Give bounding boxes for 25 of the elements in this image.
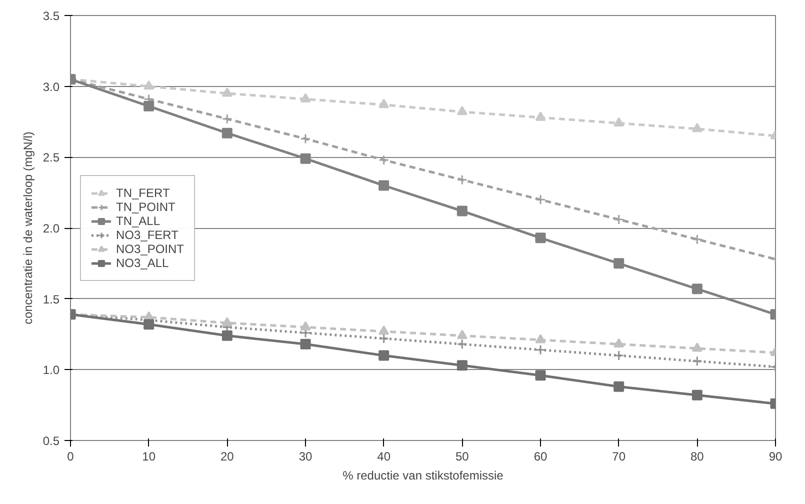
y-tick-label: 1.5 [42, 292, 60, 306]
x-tick-label: 0 [67, 450, 74, 464]
y-tick-label: 2.5 [42, 150, 60, 165]
x-tick-label: 80 [690, 450, 704, 464]
x-tick-label: 30 [298, 450, 312, 464]
y-tick-label: 2.0 [42, 222, 60, 236]
x-tick-label: 70 [612, 450, 626, 464]
legend-label: TN_POINT [116, 200, 176, 214]
y-axis-title: concentratie in de waterloop (mgN/l) [20, 132, 35, 324]
legend-label: NO3_POINT [116, 242, 184, 256]
legend-label: NO3_ALL [116, 256, 169, 270]
x-tick-label: 40 [377, 450, 391, 464]
x-tick-label: 20 [220, 450, 234, 464]
x-tick-label: 10 [142, 450, 156, 464]
x-tick-label: 60 [534, 450, 548, 464]
x-tick-label: 90 [768, 450, 782, 464]
legend-label: NO3_FERT [116, 228, 178, 242]
x-tick-label: 50 [455, 450, 470, 464]
x-axis-title: % reductie van stikstofemissie [342, 468, 504, 482]
y-tick-label: 1.0 [42, 363, 60, 378]
legend-label: TN_ALL [116, 214, 160, 228]
y-tick-label: 3.0 [42, 80, 60, 94]
y-tick-label: 3.5 [42, 9, 60, 23]
y-tick-label: 0.5 [42, 434, 60, 448]
legend-label: TN_FERT [116, 186, 170, 200]
